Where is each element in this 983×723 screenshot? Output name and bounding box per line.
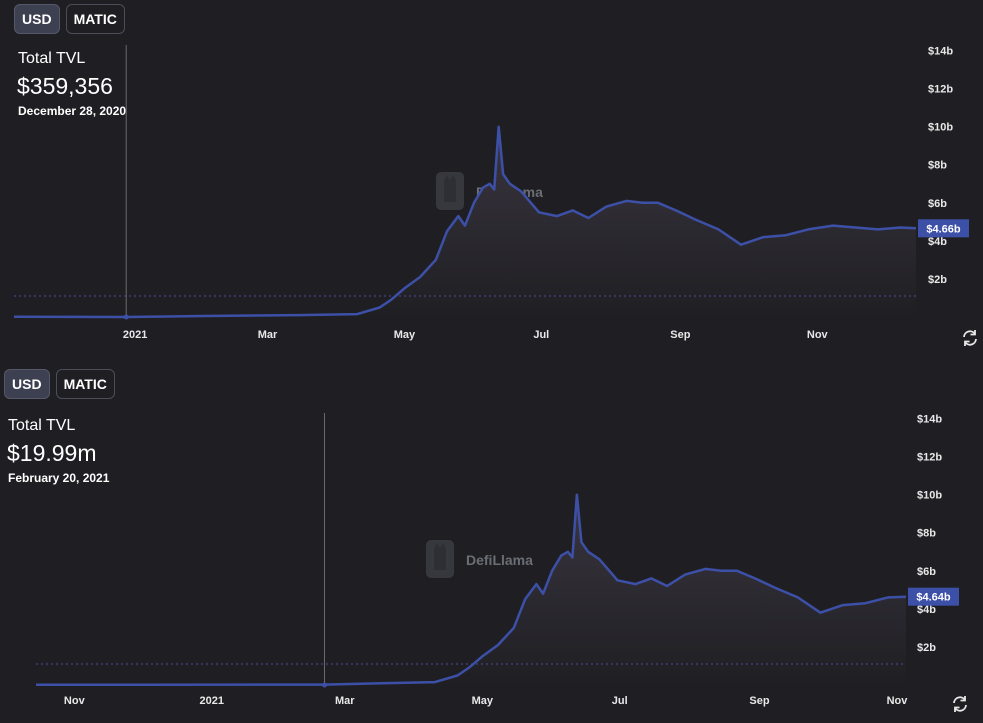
tvl-area-chart[interactable]: DefiLlama$2b$4b$6b$8b$10b$12b$14b2021Mar… xyxy=(0,0,983,355)
tvl-line xyxy=(13,125,917,319)
current-value-text: $4.64b xyxy=(916,592,951,604)
matic-button[interactable]: MATIC xyxy=(55,369,115,399)
y-tick-label: $4b xyxy=(928,236,947,248)
crosshair-dot xyxy=(123,314,129,320)
x-tick-label: Jul xyxy=(612,695,628,707)
y-tick-label: $12b xyxy=(928,84,953,96)
watermark-text: DefiLlama xyxy=(466,552,533,568)
tvl-label: Total TVL xyxy=(8,417,76,434)
x-tick-label: Sep xyxy=(670,329,690,341)
y-tick-label: $6b xyxy=(928,198,947,210)
x-tick-label: 2021 xyxy=(200,695,224,707)
x-tick-label: May xyxy=(394,329,416,341)
tvl-date: December 28, 2020 xyxy=(18,104,127,118)
defillama-watermark: DefiLlama xyxy=(426,540,533,578)
llama-icon xyxy=(426,540,454,578)
current-value-label: $4.66b xyxy=(918,219,969,238)
refresh-icon[interactable] xyxy=(950,694,970,714)
currency-toggle: USD MATIC xyxy=(4,369,115,399)
y-tick-label: $2b xyxy=(917,642,936,654)
x-tick-label: Nov xyxy=(887,695,909,707)
matic-button[interactable]: MATIC xyxy=(65,4,125,34)
refresh-icon[interactable] xyxy=(960,328,980,348)
tvl-area-chart[interactable]: DefiLlama $2b $4b $6b $8b $10b $12b $14b Nov 2021… xyxy=(0,368,983,723)
x-tick-label: Nov xyxy=(807,329,829,341)
current-value-text: $4.66b xyxy=(926,223,961,235)
y-tick-label: $4b xyxy=(917,604,936,616)
x-tick-label: Sep xyxy=(749,695,769,707)
x-tick-label: Mar xyxy=(335,695,355,707)
currency-toggle: USD MATIC xyxy=(14,4,125,34)
y-tick-label: $8b xyxy=(917,528,936,540)
y-tick-label: $10b xyxy=(928,122,953,134)
x-tick-label: Jul xyxy=(533,329,549,341)
y-tick-label: $8b xyxy=(928,160,947,172)
x-tick-label: Nov xyxy=(64,695,86,707)
x-tick-label: Mar xyxy=(258,329,278,341)
tvl-value: $19.99m xyxy=(7,440,97,466)
y-tick-label: $10b xyxy=(917,490,942,502)
x-tick-label: May xyxy=(472,695,494,707)
llama-icon xyxy=(436,172,464,210)
tvl-area-fill xyxy=(36,494,906,685)
y-tick-label: $6b xyxy=(917,566,936,578)
x-tick-label: 2021 xyxy=(123,329,147,341)
tvl-line xyxy=(36,493,907,687)
y-tick-label: $12b xyxy=(917,452,942,464)
y-tick-label: $14b xyxy=(917,414,942,426)
tvl-value: $359,356 xyxy=(17,73,113,99)
y-tick-label: $14b xyxy=(928,46,953,58)
current-value-label: $4.64b xyxy=(908,587,959,606)
crosshair-dot xyxy=(321,682,327,688)
tvl-label: Total TVL xyxy=(18,50,86,67)
usd-button[interactable]: USD xyxy=(14,4,60,34)
tvl-chart-panel-1: USD MATIC Total TVL $359,356 December 28… xyxy=(0,0,983,355)
tvl-date: February 20, 2021 xyxy=(8,471,110,485)
tvl-area-fill xyxy=(14,126,916,317)
y-tick-label: $2b xyxy=(928,274,947,286)
tvl-chart-panel-2: USD MATIC Total TVL $19.99m February 20,… xyxy=(0,368,983,723)
usd-button[interactable]: USD xyxy=(4,369,50,399)
